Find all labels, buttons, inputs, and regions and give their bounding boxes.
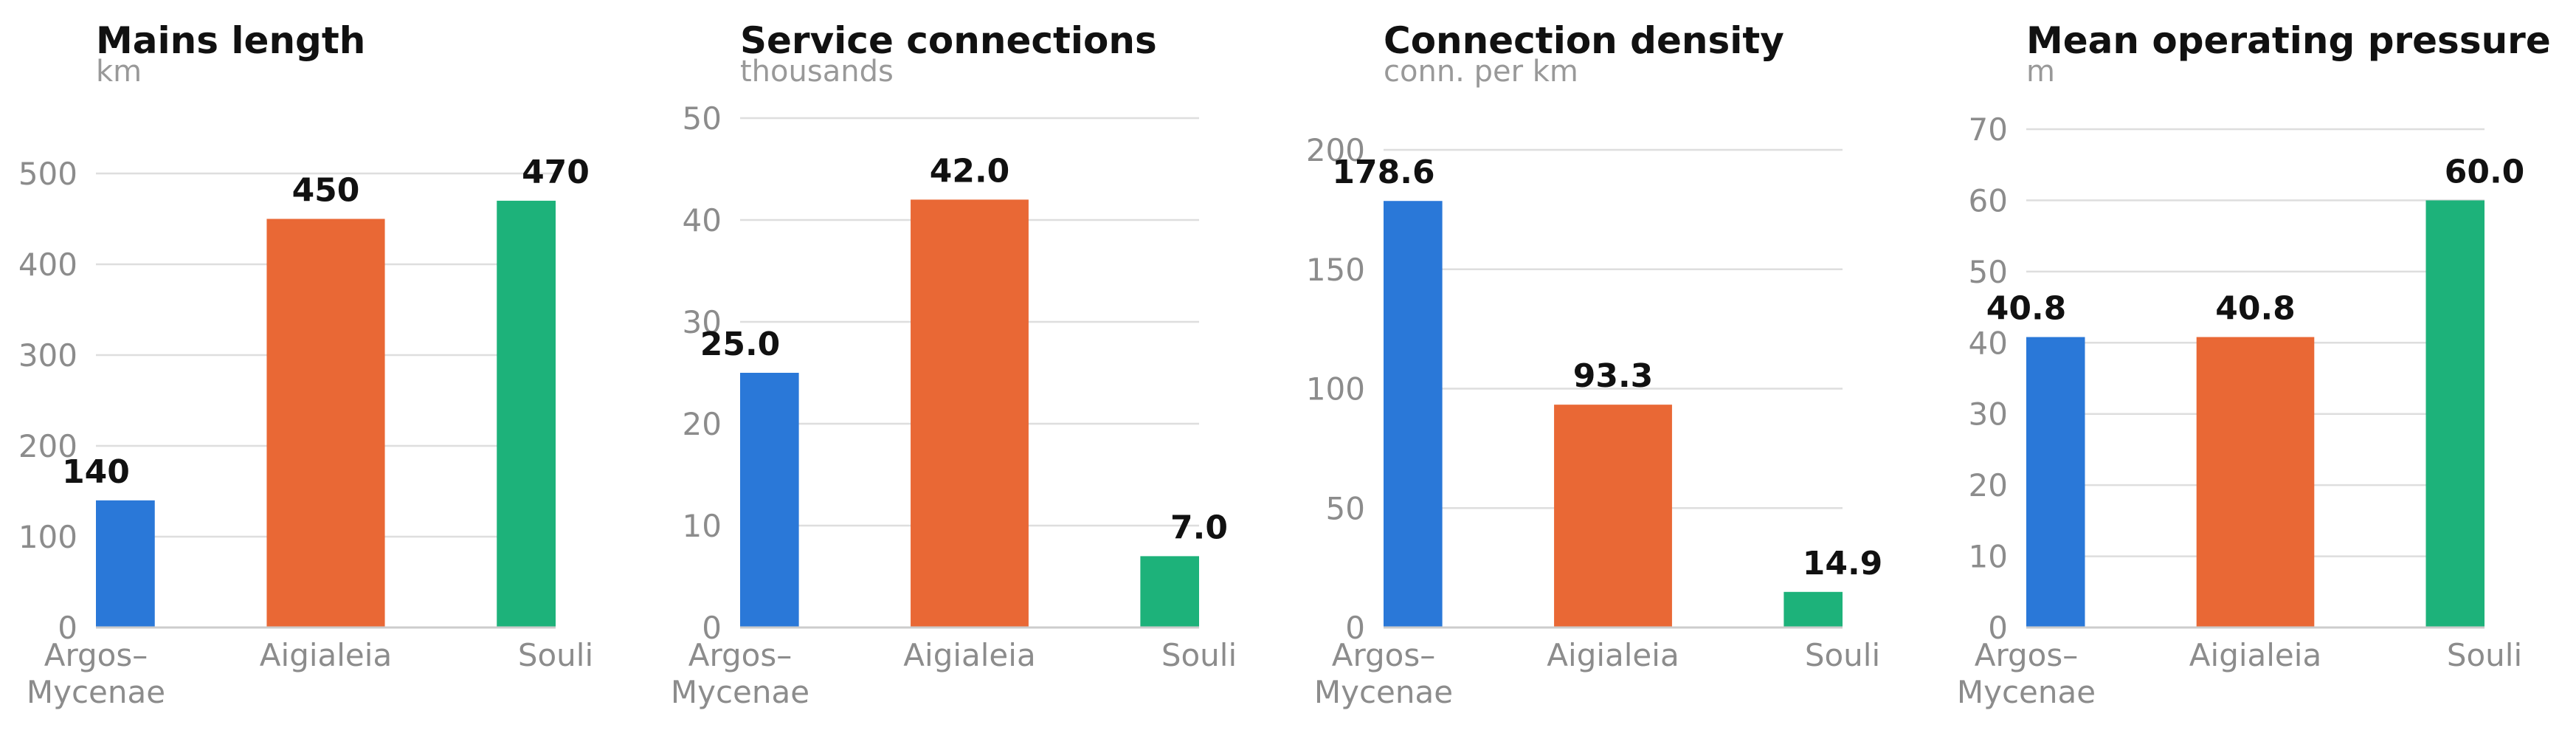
x-tick-label: Souli — [1805, 637, 1880, 673]
y-tick-label: 30 — [683, 304, 722, 340]
y-tick-label: 100 — [1306, 371, 1365, 407]
y-tick-label: 400 — [18, 247, 77, 283]
value-label: 450 — [292, 172, 360, 210]
x-tick-label: Argos– Mycenae — [1314, 637, 1453, 710]
y-tick-label: 70 — [1969, 111, 2008, 148]
y-tick-label: 50 — [1969, 254, 2008, 290]
x-tick-label: Souli — [1161, 637, 1237, 673]
chart-unit: conn. per km — [1384, 55, 1578, 89]
bar-1 — [2026, 337, 2085, 627]
bar-1 — [1384, 201, 1443, 627]
chart-unit: km — [96, 55, 142, 89]
bar-2 — [1554, 405, 1672, 627]
bar-2 — [911, 199, 1029, 627]
y-tick-label: 50 — [1326, 490, 1365, 526]
bar-3 — [1140, 556, 1199, 627]
y-tick-label: 60 — [1969, 182, 2008, 219]
y-tick-label: 200 — [18, 428, 77, 464]
chart-title: Connection density — [1384, 19, 1784, 62]
y-tick-label: 10 — [1969, 539, 2008, 575]
value-label: 178.6 — [1332, 154, 1434, 191]
chart-title: Mains length — [96, 19, 365, 62]
value-label: 140 — [62, 453, 130, 491]
y-tick-label: 20 — [1969, 467, 2008, 503]
y-tick-label: 0 — [702, 610, 722, 646]
bar-3 — [1783, 591, 1843, 627]
chart-unit: thousands — [740, 55, 894, 89]
bar-1 — [96, 500, 155, 627]
y-tick-label: 10 — [683, 508, 722, 544]
value-label: 14.9 — [1803, 545, 1883, 582]
y-tick-label: 0 — [58, 610, 77, 646]
value-label: 470 — [522, 154, 590, 191]
x-tick-label: Aigialeia — [260, 637, 392, 673]
x-tick-label: Aigialeia — [903, 637, 1035, 673]
y-tick-label: 40 — [683, 202, 722, 238]
bar-1 — [740, 373, 799, 627]
y-tick-label: 300 — [18, 337, 77, 374]
x-tick-label: Souli — [518, 637, 593, 673]
chart-title: Service connections — [740, 19, 1157, 62]
x-tick-label: Argos– Mycenae — [27, 637, 165, 710]
bar-3 — [2425, 200, 2485, 627]
chart-unit: m — [2026, 55, 2055, 89]
y-tick-label: 30 — [1969, 396, 2008, 433]
value-label: 60.0 — [2445, 153, 2525, 190]
x-tick-label: Aigialeia — [1547, 637, 1679, 673]
bar-2 — [2196, 337, 2315, 627]
y-tick-label: 500 — [18, 156, 77, 192]
value-label: 40.8 — [2215, 290, 2296, 328]
y-tick-label: 0 — [1345, 610, 1365, 646]
value-label: 93.3 — [1573, 357, 1654, 395]
bar-2 — [266, 219, 385, 627]
value-label: 25.0 — [700, 326, 781, 363]
chart-title: Mean operating pressure — [2026, 19, 2551, 62]
y-tick-label: 50 — [683, 100, 722, 137]
y-tick-label: 100 — [18, 519, 77, 555]
value-label: 42.0 — [930, 152, 1010, 190]
y-tick-label: 40 — [1969, 325, 2008, 361]
x-tick-label: Souli — [2447, 637, 2522, 673]
x-tick-label: Aigialeia — [2189, 637, 2321, 673]
y-tick-label: 20 — [683, 406, 722, 442]
value-label: 40.8 — [1986, 290, 2067, 328]
y-tick-label: 150 — [1306, 252, 1365, 288]
value-label: 7.0 — [1170, 509, 1228, 546]
y-tick-label: 200 — [1306, 132, 1365, 168]
x-tick-label: Argos– Mycenae — [1957, 637, 2096, 710]
y-tick-label: 0 — [1988, 610, 2008, 646]
x-tick-label: Argos– Mycenae — [671, 637, 809, 710]
bar-3 — [497, 200, 556, 627]
